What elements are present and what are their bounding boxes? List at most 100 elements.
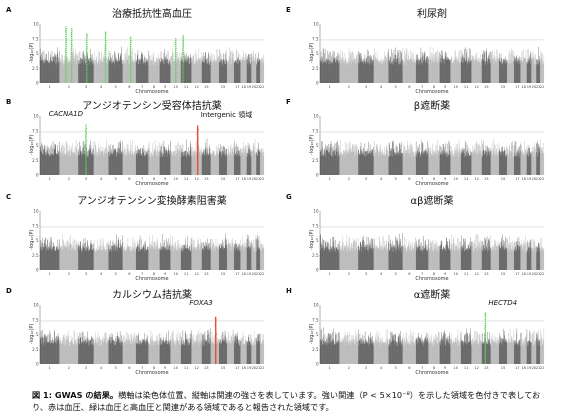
- panel-B: B アンジオテンシン受容体拮抗薬 0 2.5 5 7.5 10 1 2 3 4 5 6 7 8 9 10 11 12…: [6, 98, 272, 190]
- x-tick-label: 6: [128, 177, 131, 181]
- chromosome-21-points: [536, 140, 541, 175]
- chromosome-7-points: [136, 145, 149, 175]
- chromosome-3-points: [358, 141, 374, 175]
- x-tick-label: 19: [247, 272, 252, 276]
- chromosome-18-points: [520, 49, 527, 83]
- x-tick-label: 20: [252, 272, 257, 276]
- x-tick-label: 9: [164, 177, 167, 181]
- chromosome-19-points: [246, 234, 252, 270]
- panel-label: D: [6, 287, 12, 295]
- chromosome-1-points: [39, 141, 60, 175]
- x-tick-label: 7: [141, 177, 143, 181]
- x-tick-label: 1: [49, 85, 51, 89]
- x-tick-label: 3: [365, 177, 367, 181]
- chromosome-11-points: [180, 330, 192, 364]
- x-tick-label: 18: [241, 272, 246, 276]
- chromosome-14-points: [210, 331, 220, 364]
- x-tick-label: 7: [421, 366, 423, 370]
- x-tick-label: 15: [501, 177, 506, 181]
- chromosome-10-points: [170, 142, 181, 175]
- panel-A: A 治療抵抗性高血圧 0 2.5 5 7.5 10 1 2 3 4 5 6 7 8 9 10 11 12 13 15 17…: [6, 6, 272, 98]
- chromosome-11-points: [460, 140, 472, 175]
- chromosome-5-points: [388, 140, 403, 175]
- chromosome-8-points: [428, 46, 440, 83]
- x-tick-label: 20: [252, 366, 257, 370]
- chromosome-14-points: [490, 49, 500, 83]
- chromosome-17-points: [234, 49, 241, 83]
- x-tick-label: 11: [464, 177, 469, 181]
- x-tick-label: 15: [501, 272, 506, 276]
- x-tick-label: 13: [204, 272, 209, 276]
- x-tick-label: 11: [184, 177, 189, 181]
- x-tick-label: 4: [380, 366, 383, 370]
- chromosome-4-points: [93, 331, 109, 364]
- y-axis-title: -log₁₀(P): [309, 42, 315, 63]
- chromosome-12-points: [471, 51, 482, 83]
- x-tick-label: 2: [348, 366, 350, 370]
- y-tick-label: 10: [313, 22, 319, 27]
- x-tick-label: 11: [464, 272, 469, 276]
- x-tick-label: 22: [540, 272, 545, 276]
- y-tick-label: 5: [36, 143, 39, 148]
- x-tick-label: 21: [536, 272, 541, 276]
- chromosome-20-points: [531, 238, 537, 270]
- x-tick-label: 20: [532, 272, 537, 276]
- chromosome-18-points: [520, 332, 527, 364]
- y-tick-label: 0: [36, 81, 39, 86]
- x-tick-label: 10: [173, 177, 178, 181]
- x-tick-label: 6: [408, 366, 411, 370]
- y-tick-label: 5: [316, 51, 319, 56]
- panel-label: C: [6, 193, 12, 201]
- chromosome-17-points: [514, 237, 521, 270]
- chromosome-17-points: [234, 140, 241, 175]
- chromosome-2-points: [59, 234, 79, 270]
- x-tick-label: 1: [329, 272, 331, 276]
- chromosome-8-points: [428, 330, 440, 364]
- chromosome-5-points: [108, 46, 123, 83]
- x-tick-label: 11: [184, 85, 189, 89]
- x-tick-label: 18: [241, 177, 246, 181]
- x-tick-label: 8: [433, 177, 436, 181]
- chromosome-14-points: [490, 333, 500, 364]
- x-tick-label: 12: [194, 177, 199, 181]
- chromosome-2-points: [339, 139, 359, 175]
- chromosome-19-points: [246, 142, 252, 175]
- x-tick-label: 11: [464, 366, 469, 370]
- panel-title: アンジオテンシン変換酵素阻害薬: [77, 196, 227, 207]
- chromosome-21-points: [536, 46, 541, 83]
- chromosome-9-points: [159, 330, 171, 364]
- chromosome-8-points: [148, 51, 160, 83]
- x-tick-label: 22: [260, 177, 265, 181]
- chromosome-18-points: [240, 141, 247, 175]
- chromosome-19-points: [526, 329, 532, 364]
- x-tick-label: 17: [515, 272, 520, 276]
- chromosome-20-points: [251, 235, 257, 270]
- y-tick-label: 7.5: [32, 223, 39, 228]
- chromosome-11-points: [180, 51, 192, 83]
- chromosome-4-points: [373, 328, 389, 364]
- y-tick-label: 0: [36, 268, 39, 273]
- x-axis-title: Chromosome: [135, 276, 169, 282]
- x-tick-label: 9: [164, 85, 167, 89]
- chromosome-1-points: [39, 236, 60, 270]
- significant-peak-chr2: [64, 26, 68, 83]
- x-tick-label: 4: [100, 177, 103, 181]
- x-tick-label: 20: [532, 366, 537, 370]
- y-tick-label: 7.5: [32, 128, 39, 133]
- significant-peak-chr3: [85, 33, 88, 83]
- x-tick-label: 22: [540, 366, 545, 370]
- chromosome-1-points: [39, 329, 60, 364]
- chromosome-8-points: [428, 140, 440, 175]
- x-tick-label: 21: [536, 366, 541, 370]
- chromosome-3-points: [78, 331, 94, 364]
- y-tick-label: 2.5: [32, 253, 39, 258]
- chromosome-15-points: [499, 146, 508, 175]
- x-tick-label: 19: [527, 85, 532, 89]
- chromosome-7-points: [416, 140, 429, 175]
- chromosome-21-points: [536, 242, 541, 270]
- chromosome-5-points: [388, 47, 403, 83]
- x-tick-label: 20: [532, 85, 537, 89]
